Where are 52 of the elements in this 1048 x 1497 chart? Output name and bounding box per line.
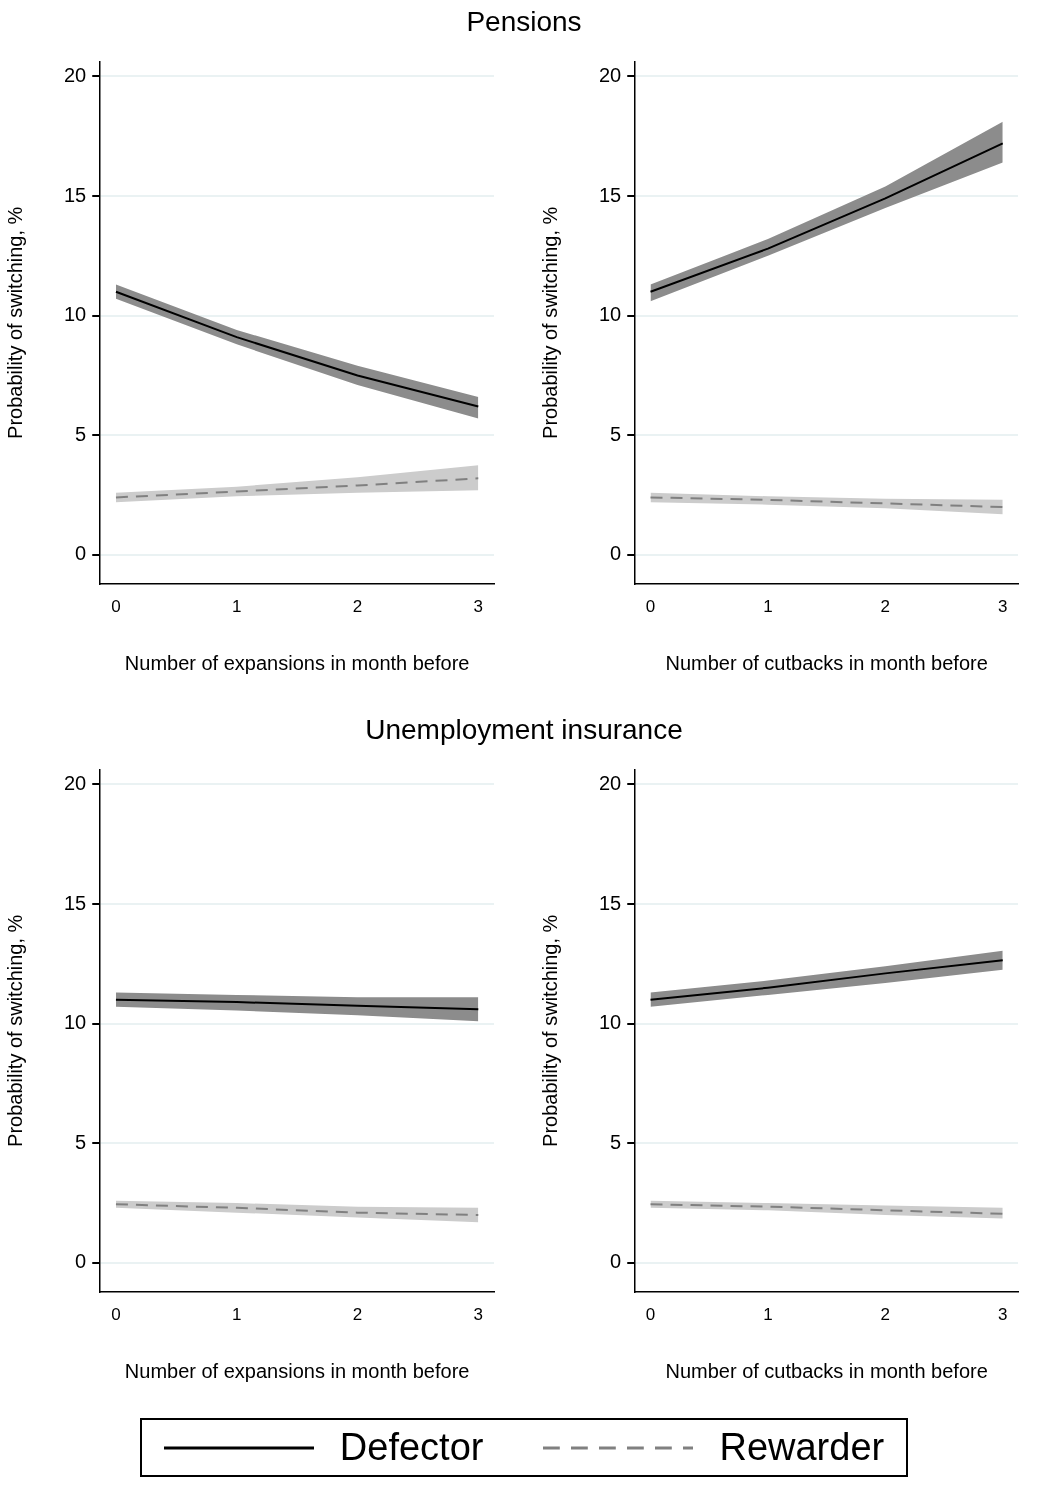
y-tick-label: 0 xyxy=(610,542,622,565)
x-axis-title: Number of cutbacks in month before xyxy=(665,651,988,674)
x-tick-label: 2 xyxy=(880,597,891,617)
x-tick-label: 1 xyxy=(232,597,242,617)
y-tick-label: 10 xyxy=(64,1011,87,1034)
y-tick-label: 5 xyxy=(610,1130,622,1153)
y-tick-label: 15 xyxy=(64,183,87,206)
y-tick-label: 5 xyxy=(610,422,622,445)
y-tick-label: 10 xyxy=(64,303,87,326)
x-tick-label: 3 xyxy=(998,1305,1008,1325)
y-axis-title: Probability of switching, % xyxy=(538,206,561,439)
x-tick-label: 2 xyxy=(352,597,363,617)
y-axis-title: Probability of switching, % xyxy=(538,914,561,1147)
y-axis-title: Probability of switching, % xyxy=(3,914,26,1147)
y-tick-label: 20 xyxy=(599,63,622,86)
x-tick-label: 1 xyxy=(763,1305,773,1325)
y-tick-label: 15 xyxy=(599,183,622,206)
y-tick-label: 20 xyxy=(599,771,622,794)
y-tick-label: 20 xyxy=(64,63,87,86)
chart-title: Unemployment insurance xyxy=(364,713,684,747)
x-tick-label: 2 xyxy=(352,1305,363,1325)
x-tick-label: 3 xyxy=(473,1305,484,1325)
x-tick-label: 0 xyxy=(111,597,121,617)
y-tick-label: 10 xyxy=(599,303,622,326)
x-tick-label: 3 xyxy=(998,597,1008,617)
line-series xyxy=(649,496,1004,509)
line-series xyxy=(649,1203,1004,1215)
x-axis-title: Number of expansions in month before xyxy=(124,1359,470,1382)
y-tick-label: 0 xyxy=(75,542,87,565)
line-series xyxy=(114,1203,480,1217)
y-tick-label: 0 xyxy=(610,1250,622,1273)
x-axis-title: Number of expansions in month before xyxy=(124,651,470,674)
x-axis-title: Number of cutbacks in month before xyxy=(665,1359,988,1382)
x-tick-label: 0 xyxy=(645,597,656,617)
line-series xyxy=(114,477,480,499)
chart-title: Pensions xyxy=(465,5,583,39)
y-tick-label: 5 xyxy=(75,1130,87,1153)
y-tick-label: 20 xyxy=(64,771,87,794)
legend-label: Rewarder xyxy=(719,1426,885,1469)
y-tick-label: 15 xyxy=(599,891,622,914)
y-tick-label: 5 xyxy=(75,422,87,445)
x-tick-label: 3 xyxy=(473,597,484,617)
x-tick-label: 1 xyxy=(232,1305,242,1325)
x-tick-label: 0 xyxy=(111,1305,121,1325)
y-tick-label: 15 xyxy=(64,891,87,914)
y-axis-title: Probability of switching, % xyxy=(3,206,26,439)
x-tick-label: 1 xyxy=(763,597,773,617)
legend-label: Defector xyxy=(339,1426,484,1469)
y-tick-label: 0 xyxy=(75,1250,87,1273)
x-tick-label: 0 xyxy=(645,1305,656,1325)
y-tick-label: 10 xyxy=(599,1011,622,1034)
x-tick-label: 2 xyxy=(880,1305,891,1325)
